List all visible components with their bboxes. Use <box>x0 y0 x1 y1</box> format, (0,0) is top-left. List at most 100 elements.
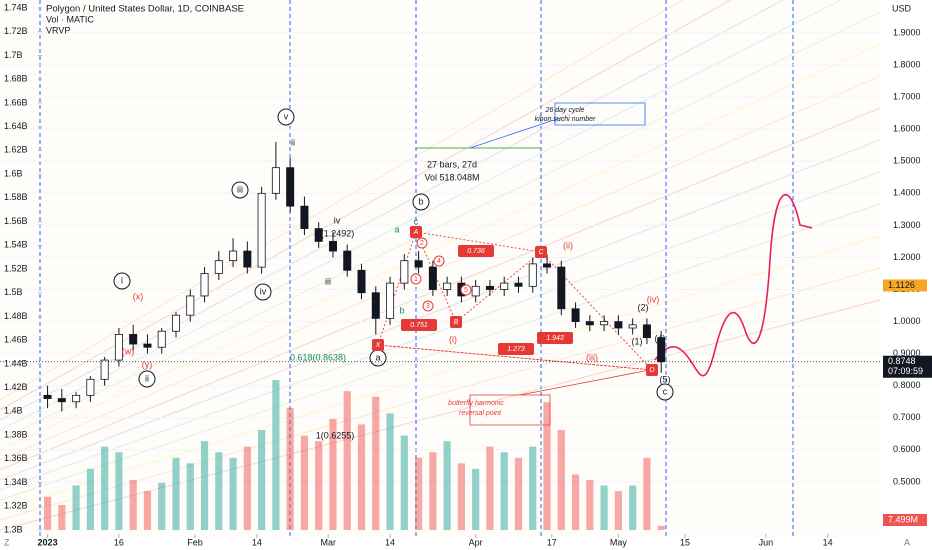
last-price-tag <box>883 355 932 378</box>
label-box <box>401 319 437 331</box>
chart-title: Polygon / United States Dollar, 1D, COIN… <box>46 4 244 15</box>
decor <box>0 0 881 538</box>
point-circle <box>433 255 445 267</box>
volume-bar <box>243 446 251 530</box>
wave-circle <box>254 283 272 301</box>
volume-bar <box>172 457 180 530</box>
y2-tick-label: 1.34B <box>4 477 28 487</box>
y-tick-label: 0.6000 <box>893 444 921 454</box>
volume-bar <box>215 452 223 530</box>
candle-body <box>229 250 238 262</box>
corner-button[interactable]: A <box>904 537 910 547</box>
annotation: (x) <box>133 291 144 301</box>
y2-tick-label: 1.68B <box>4 74 28 84</box>
y-tick-label: 1.4000 <box>893 188 921 198</box>
volume-bar <box>200 441 209 530</box>
candle-body <box>428 266 437 290</box>
volume-bar <box>58 505 66 530</box>
fan-line <box>0 203 881 501</box>
annotation: (iv) <box>647 294 660 304</box>
candle-body <box>243 250 252 268</box>
label-box <box>450 316 462 328</box>
y-tick-label: 1.3000 <box>893 220 921 230</box>
volume-bar <box>529 446 537 530</box>
candle-body <box>514 282 523 287</box>
fan-line <box>0 139 881 481</box>
label-box <box>646 364 658 376</box>
candle-body <box>357 269 366 294</box>
volume-bar <box>300 435 309 530</box>
fan-line <box>0 0 785 421</box>
candle-body <box>114 334 123 361</box>
candle-body <box>186 295 195 316</box>
y2-tick-label: 1.46B <box>4 335 28 345</box>
label-box <box>498 343 534 355</box>
annotation: 4 <box>437 258 441 265</box>
volume-bar <box>143 491 152 530</box>
annotation: X <box>375 342 381 349</box>
point-circle <box>422 300 434 312</box>
volume-bar <box>629 485 637 530</box>
fan-band <box>0 0 880 538</box>
y2-tick-label: 1.66B <box>4 97 28 107</box>
volume-bar <box>72 485 80 530</box>
candle-body <box>585 321 594 326</box>
y2-tick-label: 1.3B <box>4 524 23 534</box>
annotation: D <box>649 367 654 374</box>
volume-bar <box>486 446 494 530</box>
volume-bar <box>414 457 423 530</box>
y2-tick-label: 1.6B <box>4 168 23 178</box>
candle-body <box>628 324 637 329</box>
wave-circle <box>138 370 156 388</box>
candle-body <box>314 228 323 242</box>
volume-bar <box>457 463 466 530</box>
candle-body <box>328 241 337 252</box>
plot <box>43 142 666 530</box>
candle-body <box>371 292 380 319</box>
volume-bar <box>571 474 580 530</box>
annotation: Vol 518.048M <box>424 172 479 182</box>
wave-circle <box>231 181 249 199</box>
indicator-label: Vol · MATIC <box>46 14 94 24</box>
wave-circle <box>656 383 674 401</box>
candle-body <box>528 263 537 287</box>
annotation: butterfly harmonic <box>448 400 504 407</box>
annotation: ii <box>145 373 149 383</box>
candle-body <box>214 260 223 274</box>
x-tick-label: 17 <box>547 537 557 547</box>
annotation: v <box>284 111 289 121</box>
y-tick-label: 1.5000 <box>893 156 921 166</box>
point-circle <box>416 237 428 249</box>
x-tick-label: Apr <box>469 537 483 547</box>
fan-line <box>0 267 881 521</box>
annotation: 2 <box>420 240 424 247</box>
annotation: 3 <box>426 303 430 310</box>
x-tick-label: May <box>610 537 628 547</box>
annotation: (2) <box>638 302 649 312</box>
label-box <box>537 332 573 344</box>
label-box <box>410 226 422 238</box>
y-tick-label: 0.8000 <box>893 380 921 390</box>
point-circle <box>460 284 472 296</box>
countdown: 07:09:59 <box>888 366 923 376</box>
x-tick-label: 14 <box>823 537 833 547</box>
volume-bar <box>500 452 508 530</box>
wave-circle <box>412 193 430 211</box>
volume-bar <box>158 482 166 530</box>
annotation: a <box>375 352 380 362</box>
annotation: iii <box>237 184 243 194</box>
annotation: i <box>121 275 123 285</box>
annotation: b <box>399 305 404 315</box>
y-tick-label: 1.0000 <box>893 316 921 326</box>
y2-tick-label: 1.56B <box>4 216 28 226</box>
corner-button[interactable]: Z <box>4 537 10 547</box>
y2-tick-label: 1.74B <box>4 2 28 12</box>
volume-bar <box>329 418 337 530</box>
volume-bar <box>386 413 394 530</box>
y-tick-label: 1.6000 <box>893 124 921 134</box>
candle-body <box>86 378 95 396</box>
annotation: (iii) <box>586 352 598 362</box>
candle-body <box>129 334 138 345</box>
label-box <box>458 245 494 257</box>
